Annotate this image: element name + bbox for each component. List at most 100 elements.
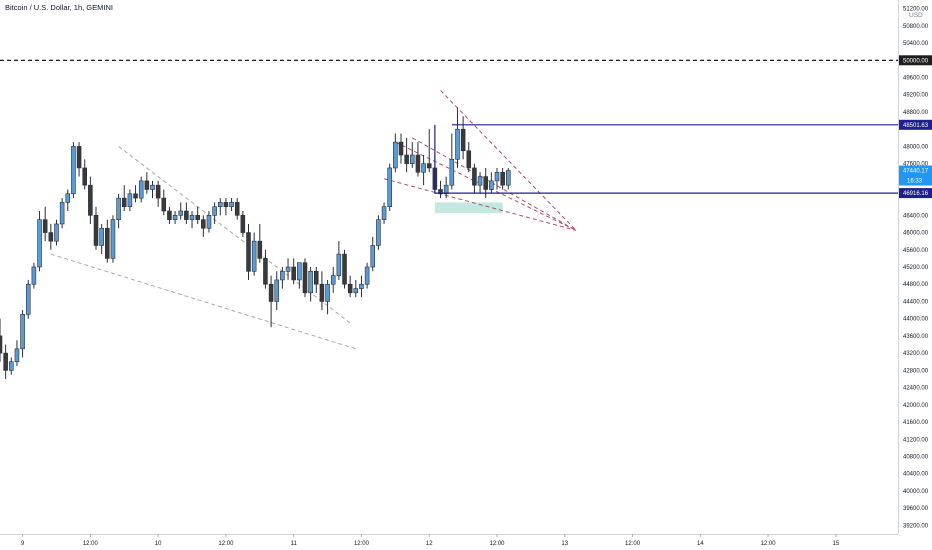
candle	[121, 185, 127, 212]
candle	[116, 193, 121, 229]
candle-body	[3, 352, 8, 371]
candle	[393, 133, 398, 173]
y-tick-label: 41200.00	[903, 437, 929, 443]
candle	[76, 142, 82, 177]
candle-body	[31, 266, 37, 285]
candle-body	[82, 167, 87, 186]
candle-body	[48, 232, 54, 242]
candle-body	[257, 240, 263, 259]
candle-body	[500, 171, 505, 186]
x-tick-label: 12	[426, 541, 433, 547]
candle	[274, 271, 280, 311]
zone-layer	[434, 202, 503, 214]
candle-body	[319, 283, 325, 302]
candle-body	[25, 283, 31, 315]
current-price-label: 47440.17	[903, 169, 929, 175]
x-tick-label: 12:00	[625, 541, 641, 547]
trendline-4	[440, 90, 577, 231]
candle	[472, 163, 477, 194]
candle	[477, 172, 483, 194]
candle-body	[127, 193, 133, 208]
x-tick-label: 15	[833, 541, 840, 547]
badge-46916: 46916.16	[903, 191, 929, 197]
candle-body	[155, 184, 161, 199]
y-tick-label: 45200.00	[903, 265, 929, 271]
candle-body	[184, 210, 189, 220]
candle-body	[14, 348, 20, 363]
candle-body	[251, 240, 257, 272]
candles-layer	[0, 107, 511, 379]
candle	[410, 142, 415, 168]
candle-body	[0, 335, 3, 354]
y-tick-label: 48000.00	[903, 144, 929, 150]
candle	[421, 155, 426, 186]
candle	[82, 159, 87, 190]
candle	[336, 241, 342, 280]
candle	[206, 211, 212, 233]
candle	[268, 275, 274, 328]
candle	[489, 172, 494, 194]
y-tick-label: 46000.00	[903, 231, 929, 237]
y-tick-label: 51200.00	[903, 7, 929, 13]
x-tick-label: 10	[155, 541, 162, 547]
candle-body	[455, 128, 460, 160]
y-tick-label: 47600.00	[903, 162, 929, 168]
candle-body	[381, 206, 387, 220]
candle	[48, 223, 54, 250]
time-axis[interactable]: 9 12:00 10 12:00 11 12:00 12 12:00 13 12:00 14 12:0…	[21, 534, 840, 547]
demand-zone	[434, 202, 503, 214]
candle	[313, 267, 319, 293]
candle	[105, 219, 110, 263]
candle-body	[466, 150, 472, 169]
candle-body	[285, 266, 291, 272]
candle	[88, 176, 93, 224]
candle	[415, 142, 421, 177]
candle	[31, 262, 37, 289]
candle	[65, 189, 71, 212]
candle	[381, 202, 387, 224]
candle	[370, 236, 376, 272]
x-tick-label: 11	[291, 541, 298, 547]
candle	[240, 211, 246, 237]
candle	[0, 318, 3, 362]
candle-body	[297, 262, 302, 281]
price-axis[interactable]: 51200.00 50800.00 50400.00 49600.00 49200.00…	[903, 7, 929, 530]
candle-body	[489, 180, 494, 190]
candle	[342, 249, 347, 289]
trendline-1	[50, 253, 356, 350]
y-tick-label: 40800.00	[903, 454, 929, 460]
candle	[25, 279, 31, 319]
candle	[99, 223, 104, 255]
badge-48501: 48501.63	[903, 123, 929, 129]
candle-body	[246, 232, 251, 272]
x-tick-label: 12:00	[489, 541, 505, 547]
candle	[460, 116, 466, 160]
candle-body	[291, 266, 296, 281]
candle	[443, 176, 449, 199]
candle-body	[195, 215, 200, 220]
candle-body	[336, 253, 342, 276]
candle-body	[483, 176, 488, 190]
candle-body	[472, 167, 477, 186]
candle	[251, 232, 257, 276]
candle	[426, 129, 432, 173]
candle-body	[353, 288, 359, 294]
badge-50000: 50000.00	[903, 58, 929, 64]
y-tick-label: 49200.00	[903, 93, 929, 99]
y-tick-label: 43600.00	[903, 334, 929, 340]
candle-body	[110, 219, 116, 259]
candle	[376, 215, 381, 250]
candle-body	[415, 154, 421, 173]
y-tick-label: 44000.00	[903, 317, 929, 323]
candle-body	[263, 258, 268, 285]
candle	[325, 279, 330, 315]
candle-body	[308, 271, 313, 294]
candle-body	[217, 202, 223, 208]
candle	[42, 206, 48, 242]
candle	[201, 215, 206, 237]
candle-body	[234, 202, 240, 216]
chart-title: Bitcoin / U.S. Dollar, 1h, GEMINI	[5, 3, 113, 12]
candle-body	[330, 275, 336, 285]
candle	[285, 258, 291, 280]
